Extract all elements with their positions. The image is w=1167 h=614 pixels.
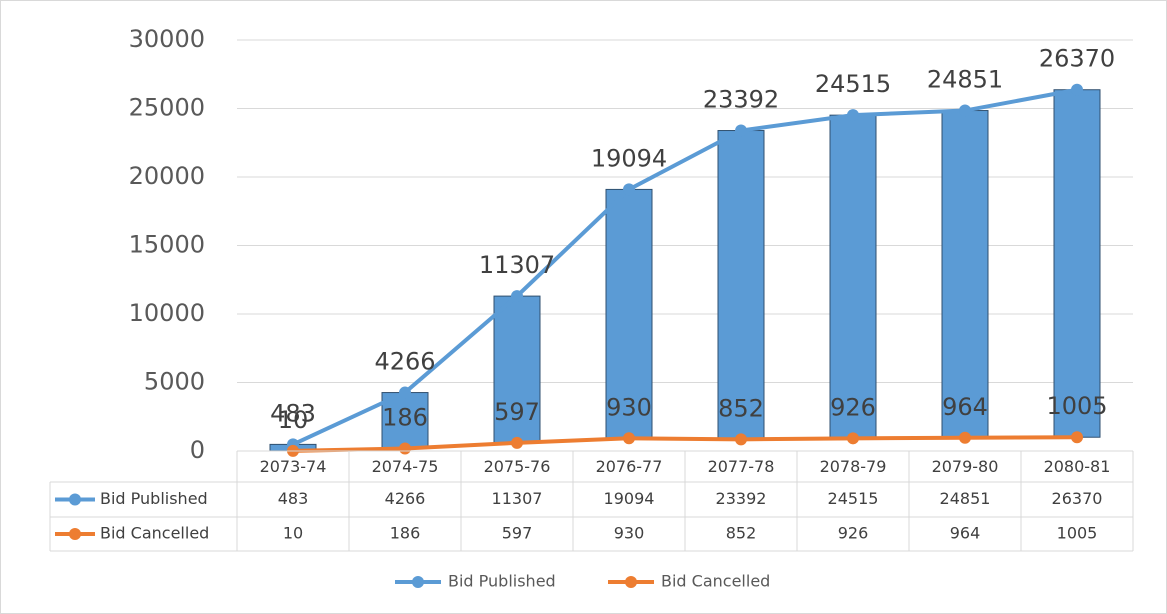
data-label: 930 [606,393,652,421]
data-label: 11307 [479,251,555,279]
x-tick-label: 2080-81 [1044,457,1111,476]
table-row-label: Bid Published [100,489,208,508]
data-label: 926 [830,393,876,421]
table-legend-key [69,528,81,540]
x-tick-label: 2077-78 [708,457,775,476]
table-row-label: Bid Cancelled [100,524,209,543]
table-cell: 26370 [1052,489,1103,508]
table-cell: 597 [502,524,533,543]
series-line [292,435,1078,453]
point [511,290,523,303]
legend-label: Bid Cancelled [661,572,770,591]
up-down-bar [941,110,989,439]
data-label: 23392 [703,86,779,114]
table-cell: 4266 [385,489,426,508]
legend-label: Bid Published [448,572,556,591]
y-tick-label: 15000 [129,231,205,259]
table-cell: 23392 [716,489,767,508]
data-label: 19094 [591,144,667,172]
data-label: 10 [278,406,309,434]
point [399,386,411,399]
point [959,104,971,117]
y-tick-label: 20000 [129,162,205,190]
y-tick-label: 30000 [129,25,205,53]
point [959,431,971,444]
table-cell: 483 [278,489,309,508]
table-legend-key [69,493,81,506]
data-label: 186 [382,403,428,431]
x-tick-label: 2074-75 [372,457,439,476]
data-label: 597 [494,398,540,426]
data-label: 483 [270,399,316,427]
series-line [292,87,1078,447]
table-cell: 11307 [492,489,543,508]
x-tick-label: 2078-79 [820,457,887,476]
table-cell: 186 [390,524,421,543]
point [1071,431,1083,444]
point [735,124,747,137]
y-tick-label: 0 [190,436,205,464]
up-down-bar [381,392,429,449]
table-cell: 852 [726,524,757,543]
data-label: 4266 [374,348,435,376]
point [1071,83,1083,96]
y-tick-label: 10000 [129,299,205,327]
point [847,432,859,445]
table-cell: 10 [283,524,303,543]
data-label: 1005 [1046,392,1107,420]
point [623,183,635,196]
data-label: 24515 [815,70,891,98]
point [399,442,411,455]
table-cell: 19094 [604,489,655,508]
x-tick-label: 2073-74 [260,457,327,476]
data-label: 26370 [1039,45,1115,73]
point [511,436,523,449]
y-tick-label: 25000 [129,94,205,122]
table-cell: 24851 [940,489,991,508]
table-cell: 930 [614,524,645,543]
table-cell: 1005 [1057,524,1098,543]
x-tick-label: 2075-76 [484,457,551,476]
legend-key [625,576,637,588]
up-down-bar [717,130,765,440]
data-label: 852 [718,394,764,422]
table-cell: 926 [838,524,869,543]
up-down-bar [829,114,877,439]
table-cell: 964 [950,524,981,543]
table-cell: 24515 [828,489,879,508]
point [847,109,859,122]
point [735,433,747,446]
data-label: 964 [942,393,988,421]
x-tick-label: 2079-80 [932,457,999,476]
up-down-bar [1053,89,1101,438]
y-tick-label: 5000 [144,368,205,396]
x-tick-label: 2076-77 [596,457,663,476]
point [623,432,635,445]
data-label: 24851 [927,66,1003,94]
legend-key [412,576,424,588]
